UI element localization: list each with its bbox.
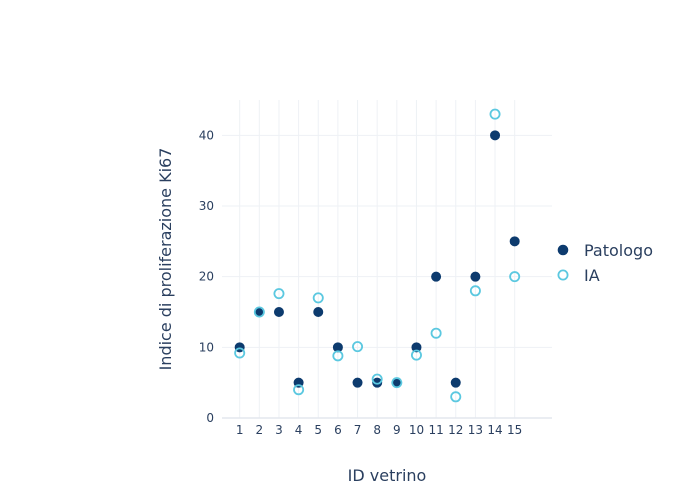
x-tick-label: 11 — [428, 423, 443, 437]
ia-point[interactable] — [352, 341, 364, 353]
y-tick-label: 0 — [206, 411, 214, 425]
y-axis-title: Indice di proliferazione Ki67 — [156, 148, 175, 371]
y-tick-label: 10 — [199, 340, 214, 354]
ia-point[interactable] — [430, 327, 442, 339]
x-tick-label: 7 — [354, 423, 362, 437]
ia-point[interactable] — [371, 373, 383, 385]
patologo-point[interactable] — [372, 377, 383, 388]
x-axis-ticks: 1 2 3 4 5 6 7 8 9 10 11 12 13 14 15 — [236, 423, 522, 437]
legend-item-label: Patologo — [584, 241, 653, 260]
patologo-point[interactable] — [411, 342, 422, 353]
x-tick-label: 6 — [334, 423, 342, 437]
patologo-point[interactable] — [490, 130, 501, 141]
legend[interactable]: Patologo IA — [557, 241, 653, 285]
x-tick-label: 10 — [409, 423, 424, 437]
patologo-point[interactable] — [509, 236, 520, 247]
ia-point[interactable] — [489, 108, 501, 120]
ia-point[interactable] — [293, 384, 305, 396]
patologo-point[interactable] — [450, 377, 461, 388]
x-tick-label: 13 — [468, 423, 483, 437]
ia-point[interactable] — [391, 377, 403, 389]
ia-point[interactable] — [253, 306, 265, 318]
x-tick-label: 1 — [236, 423, 244, 437]
ia-point[interactable] — [234, 347, 246, 359]
x-axis-title: ID vetrino — [348, 466, 427, 485]
patologo-point[interactable] — [352, 377, 363, 388]
data-points — [234, 108, 521, 403]
x-tick-label: 2 — [256, 423, 264, 437]
ia-point[interactable] — [273, 288, 285, 300]
patologo-point[interactable] — [431, 271, 442, 282]
ia-point[interactable] — [469, 285, 481, 297]
x-tick-label: 4 — [295, 423, 303, 437]
x-tick-label: 5 — [314, 423, 322, 437]
ia-point[interactable] — [312, 292, 324, 304]
ia-point[interactable] — [410, 349, 422, 361]
ia-point[interactable] — [509, 271, 521, 283]
legend-item-label: IA — [584, 266, 600, 285]
grid — [222, 100, 552, 419]
x-tick-label: 8 — [373, 423, 381, 437]
patologo-point[interactable] — [273, 307, 284, 317]
y-tick-label: 20 — [199, 270, 214, 284]
y-axis-ticks: 0 10 20 30 40 — [199, 128, 214, 425]
patologo-point[interactable] — [313, 307, 324, 317]
ia-point[interactable] — [332, 350, 344, 362]
y-tick-label: 30 — [199, 199, 214, 213]
x-tick-label: 12 — [448, 423, 463, 437]
x-tick-label: 14 — [487, 423, 502, 437]
legend-marker — [557, 244, 569, 256]
legend-marker — [557, 269, 569, 281]
x-tick-label: 9 — [393, 423, 401, 437]
ia-point[interactable] — [450, 391, 462, 403]
x-tick-label: 15 — [507, 423, 522, 437]
patologo-point[interactable] — [470, 271, 481, 282]
y-tick-label: 40 — [199, 128, 214, 142]
x-tick-label: 3 — [275, 423, 283, 437]
